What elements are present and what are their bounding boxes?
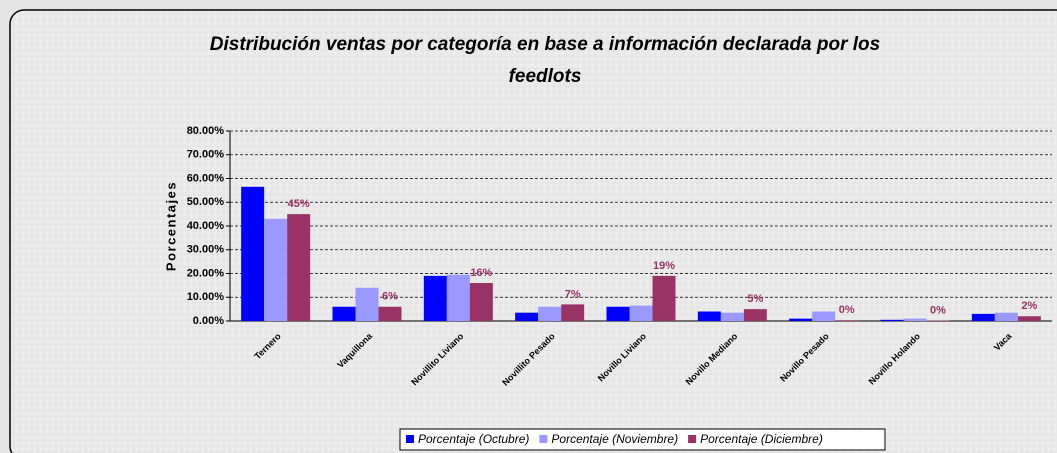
y-tick-label: 10.00% <box>187 291 225 303</box>
value-label: 5% <box>747 293 763 305</box>
value-label: 16% <box>470 267 492 279</box>
bar <box>241 186 265 321</box>
bar <box>446 274 470 321</box>
bar <box>903 318 927 321</box>
y-tick-label: 0.00% <box>193 315 224 327</box>
bar <box>743 309 767 321</box>
y-tick-label: 40.00% <box>187 220 225 232</box>
legend-label: Porcentaje (Octubre) <box>418 432 529 446</box>
value-label: 6% <box>382 291 398 303</box>
bar <box>561 304 585 321</box>
bar <box>971 313 995 321</box>
y-tick-label: 50.00% <box>187 196 225 208</box>
bar <box>812 311 836 321</box>
value-label: 7% <box>565 288 581 300</box>
chart-title: Distribución ventas por categoría en bas… <box>210 34 880 55</box>
value-label: 0% <box>930 304 946 316</box>
bar <box>629 305 653 321</box>
legend <box>399 428 886 451</box>
y-axis-label: Porcentajes <box>163 181 178 271</box>
bar <box>264 218 288 321</box>
y-tick-label: 70.00% <box>187 149 225 161</box>
bar <box>423 275 447 321</box>
bar <box>538 306 562 321</box>
bar <box>789 318 813 321</box>
bar <box>355 287 379 321</box>
legend-swatch <box>406 435 414 443</box>
bar <box>720 312 744 321</box>
bar <box>880 319 904 321</box>
y-tick-label: 80.00% <box>187 125 225 137</box>
legend-label: Porcentaje (Diciembre) <box>700 432 823 446</box>
bar <box>652 275 676 321</box>
bar <box>515 312 539 321</box>
bar <box>378 306 402 321</box>
legend-swatch <box>688 435 697 443</box>
value-label: 19% <box>653 260 675 272</box>
bar <box>835 320 859 321</box>
value-label: 45% <box>288 198 310 210</box>
legend-label: Porcentaje (Noviembre) <box>551 432 678 446</box>
bar <box>469 283 493 321</box>
y-tick-label: 60.00% <box>187 172 225 184</box>
bar <box>697 311 721 321</box>
chart-title: feedlots <box>509 66 582 87</box>
y-tick-label: 30.00% <box>187 244 225 256</box>
value-label: 0% <box>839 304 855 316</box>
chart-frame <box>9 9 1057 453</box>
bar <box>994 312 1018 321</box>
y-tick-label: 20.00% <box>187 267 225 279</box>
bar <box>287 214 311 321</box>
value-label: 2% <box>1021 300 1037 312</box>
bar <box>332 306 356 321</box>
legend-swatch <box>539 435 548 443</box>
bar <box>606 306 630 321</box>
bar <box>1017 316 1041 321</box>
